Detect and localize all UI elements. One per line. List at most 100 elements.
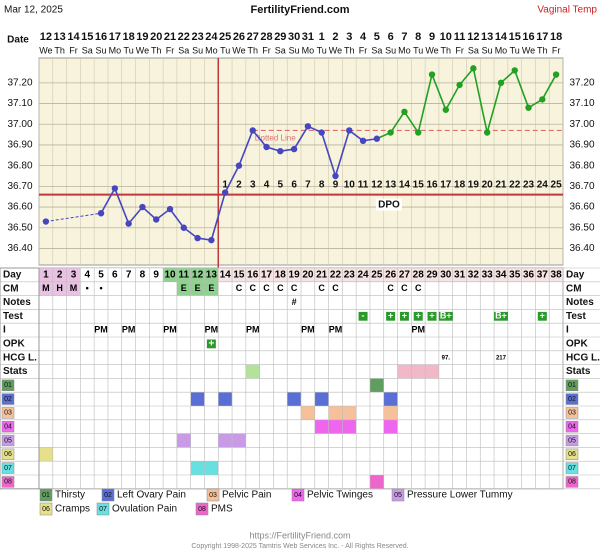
day-cell	[438, 268, 453, 282]
day-cell	[163, 268, 177, 282]
cycle_days-cell: 12	[192, 270, 204, 281]
day-cell	[549, 268, 563, 282]
day-cell	[369, 268, 384, 282]
test-cell: B+	[495, 311, 507, 321]
cycle_days-cell: 7	[126, 270, 132, 281]
day-cell	[135, 268, 150, 282]
day-cell	[245, 268, 260, 282]
date-label: 21	[164, 31, 176, 43]
legend-code: 07	[99, 506, 107, 513]
temp-point	[166, 205, 174, 213]
date-label: 13	[481, 31, 493, 43]
date-label: 7	[401, 31, 407, 43]
temp-point	[332, 172, 339, 180]
symptom-cell	[190, 392, 205, 406]
date-label: 28	[260, 31, 272, 43]
test-badge	[386, 311, 396, 321]
day-cell	[149, 268, 164, 282]
temp-point	[415, 129, 422, 136]
dpo-number: 3	[250, 179, 256, 190]
day-cell	[397, 268, 412, 282]
legend-code: 05	[394, 492, 402, 499]
symptom-code-right: 01	[568, 382, 576, 389]
dpo-number: 8	[319, 179, 325, 190]
cycle_days-cell: 14	[220, 270, 232, 281]
y-tick-label: 36.80	[7, 160, 32, 171]
symptom-code: 08	[4, 479, 12, 486]
cycle_days-cell: 25	[371, 270, 383, 281]
day-cell	[494, 268, 508, 282]
dpo-number: 6	[291, 179, 297, 190]
day-cell	[342, 268, 357, 282]
date-label: 1	[319, 31, 325, 43]
legend-label: Pressure Lower Tummy	[407, 490, 513, 501]
symptom-cell	[232, 433, 246, 448]
dpo-number: 18	[454, 179, 466, 190]
row-label: I	[3, 325, 6, 336]
symptom-code-right: 05	[568, 437, 576, 444]
date-label: 25	[219, 31, 231, 43]
dpo-number: 13	[385, 179, 397, 190]
legend-swatch	[391, 488, 405, 502]
weekday-label: We	[232, 45, 245, 55]
cycle_days-cell: 10	[164, 270, 176, 281]
date-label: 18	[123, 31, 135, 43]
symptom-code: 06	[4, 451, 12, 458]
symptom-cell	[204, 461, 219, 475]
day-cell	[535, 268, 550, 282]
cycle_days-cell: 8	[140, 270, 146, 281]
test-badge	[413, 311, 423, 321]
weekday-label: Th	[537, 45, 548, 55]
symptom-cell	[301, 406, 315, 420]
cm-cell: C	[236, 283, 243, 293]
symptom-cell	[328, 419, 343, 434]
weekday-label: Sa	[82, 45, 93, 55]
temp-line	[376, 66, 557, 140]
legend-label: Ovulation Pain	[112, 504, 177, 515]
legend-code: 08	[198, 506, 206, 513]
day-cell	[190, 268, 205, 282]
symptom-code-right-box	[565, 379, 579, 391]
day-cell	[314, 268, 329, 282]
cycle_days-cell: 19	[289, 270, 301, 281]
dotted-line-label: Dotted Line	[255, 134, 296, 143]
temp-point	[304, 123, 312, 130]
symptom-cell	[383, 406, 398, 420]
temp-point	[442, 106, 449, 113]
stats-cell	[425, 364, 439, 379]
weekday-label: Mo	[205, 45, 218, 55]
temp-point	[552, 71, 560, 78]
row-label: CM	[3, 283, 19, 294]
cycle_days-cell: 6	[112, 270, 118, 281]
i-cell: PM	[329, 324, 343, 334]
temp-point	[125, 220, 132, 227]
day-cell	[356, 268, 370, 282]
temp-point	[318, 129, 325, 136]
cm-cell: E	[195, 283, 201, 293]
weekday-label: Fr	[455, 45, 464, 55]
symptom-code-right-box	[565, 462, 579, 474]
row-label: HCG L.	[3, 352, 37, 363]
symptom-cell	[218, 392, 233, 406]
dpo-number: 10	[344, 179, 356, 190]
stats-cell	[397, 364, 412, 379]
symptom-code-right-box	[565, 421, 579, 433]
legend-code: 04	[294, 492, 302, 499]
symptom-code-box	[1, 379, 15, 391]
i-cell: PM	[94, 324, 108, 334]
weekday-label: Mo	[302, 45, 315, 55]
cycle_days-cell: 33	[482, 270, 494, 281]
temp-point	[42, 218, 50, 225]
temp-point	[208, 236, 215, 244]
legend-label: PMS	[211, 504, 233, 515]
dpo-number: 1	[222, 179, 228, 190]
legend-label: Thirsty	[55, 490, 85, 501]
date-label: 12	[467, 31, 479, 43]
legend-code: 06	[42, 506, 50, 513]
cm-cell	[39, 281, 53, 296]
y-tick-label-right: 36.60	[569, 202, 594, 213]
dpo-number: 2	[236, 179, 242, 190]
y-tick-label-right: 37.20	[569, 77, 594, 88]
date-label: 17	[536, 31, 548, 43]
